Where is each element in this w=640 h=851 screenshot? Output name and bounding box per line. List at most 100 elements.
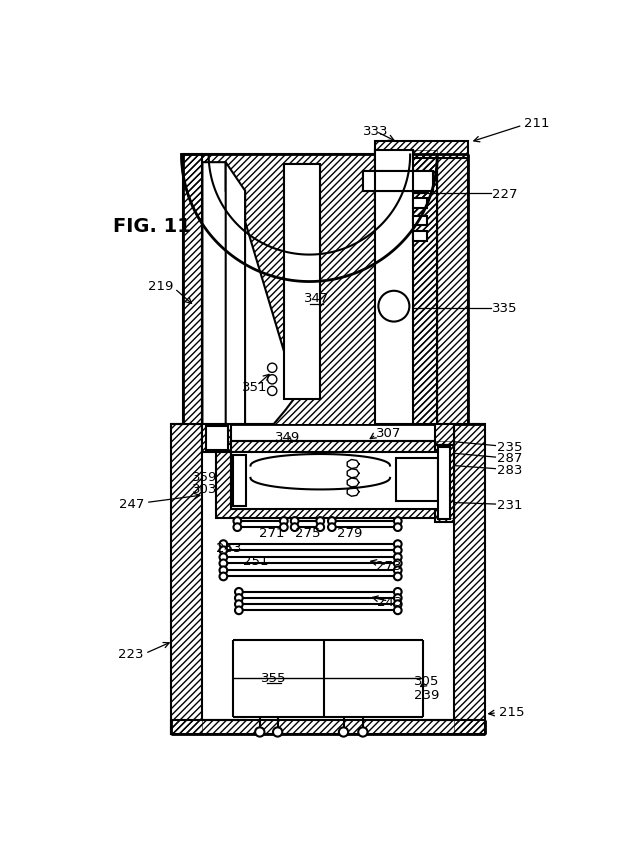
Text: 279: 279 (337, 527, 362, 540)
Text: 307: 307 (376, 426, 401, 440)
Polygon shape (226, 163, 245, 424)
Circle shape (394, 607, 402, 614)
Polygon shape (413, 183, 428, 192)
Circle shape (394, 546, 402, 554)
Polygon shape (172, 720, 484, 734)
Polygon shape (413, 198, 428, 208)
Circle shape (280, 523, 288, 531)
Polygon shape (363, 171, 433, 191)
Polygon shape (183, 155, 202, 424)
Text: 303: 303 (192, 483, 217, 496)
Circle shape (378, 291, 410, 322)
Polygon shape (209, 155, 410, 424)
Polygon shape (363, 171, 433, 191)
Text: 287: 287 (497, 452, 522, 465)
Text: 347: 347 (304, 292, 329, 305)
Circle shape (220, 573, 227, 580)
Text: 273: 273 (376, 560, 401, 573)
Text: 335: 335 (492, 302, 518, 315)
Polygon shape (454, 424, 484, 734)
Circle shape (394, 600, 402, 608)
Text: 227: 227 (492, 188, 518, 201)
Circle shape (316, 517, 324, 525)
Circle shape (291, 523, 298, 531)
Circle shape (339, 728, 348, 737)
Circle shape (394, 567, 402, 574)
Text: 243: 243 (378, 596, 403, 609)
Text: 275: 275 (295, 527, 321, 540)
Polygon shape (435, 424, 454, 445)
Text: 231: 231 (497, 499, 522, 512)
Text: 211: 211 (524, 117, 550, 130)
Polygon shape (374, 171, 413, 191)
Circle shape (268, 363, 277, 373)
Circle shape (273, 728, 282, 737)
Circle shape (328, 523, 336, 531)
Circle shape (394, 573, 402, 580)
Text: 253: 253 (216, 542, 241, 555)
Circle shape (394, 559, 402, 568)
Polygon shape (413, 150, 436, 424)
Text: 333: 333 (364, 125, 389, 138)
Circle shape (235, 588, 243, 596)
Text: 283: 283 (497, 464, 522, 477)
Text: 349: 349 (275, 431, 300, 443)
Text: 239: 239 (413, 688, 439, 701)
Text: 247: 247 (119, 498, 145, 511)
Circle shape (394, 517, 402, 525)
Circle shape (328, 517, 336, 525)
Polygon shape (436, 155, 467, 424)
Text: 235: 235 (497, 441, 522, 454)
Polygon shape (374, 150, 413, 424)
Polygon shape (413, 216, 428, 226)
Polygon shape (231, 453, 443, 509)
Polygon shape (202, 155, 436, 424)
Text: 359: 359 (192, 471, 217, 484)
Text: 355: 355 (261, 671, 287, 684)
Circle shape (316, 523, 324, 531)
Circle shape (220, 546, 227, 554)
Circle shape (268, 374, 277, 384)
Circle shape (234, 523, 241, 531)
Polygon shape (202, 424, 231, 453)
Polygon shape (374, 140, 467, 158)
Polygon shape (438, 447, 451, 519)
Circle shape (394, 540, 402, 548)
Text: 215: 215 (499, 706, 524, 719)
Circle shape (394, 588, 402, 596)
Text: 219: 219 (148, 281, 173, 294)
Polygon shape (413, 231, 428, 241)
Circle shape (394, 523, 402, 531)
Polygon shape (284, 163, 320, 398)
Circle shape (394, 553, 402, 561)
Polygon shape (172, 424, 202, 734)
Circle shape (268, 386, 277, 396)
Circle shape (358, 728, 367, 737)
Circle shape (235, 600, 243, 608)
Circle shape (220, 559, 227, 568)
Polygon shape (231, 453, 248, 509)
Text: 251: 251 (243, 556, 269, 568)
Text: 271: 271 (259, 527, 285, 540)
Text: 223: 223 (118, 648, 143, 661)
Polygon shape (182, 155, 437, 282)
Circle shape (220, 540, 227, 548)
Circle shape (255, 728, 264, 737)
Polygon shape (435, 445, 454, 522)
Text: FIG. 11: FIG. 11 (113, 217, 191, 237)
Circle shape (291, 517, 298, 525)
Circle shape (235, 607, 243, 614)
Circle shape (220, 553, 227, 561)
Polygon shape (205, 426, 228, 450)
Circle shape (280, 517, 288, 525)
Circle shape (220, 567, 227, 574)
Text: 351: 351 (242, 380, 267, 393)
Polygon shape (234, 454, 246, 506)
Polygon shape (396, 458, 438, 501)
Circle shape (235, 594, 243, 602)
Polygon shape (202, 163, 297, 424)
Circle shape (234, 517, 241, 525)
Text: 305: 305 (413, 675, 439, 688)
Circle shape (394, 594, 402, 602)
Polygon shape (216, 441, 454, 518)
